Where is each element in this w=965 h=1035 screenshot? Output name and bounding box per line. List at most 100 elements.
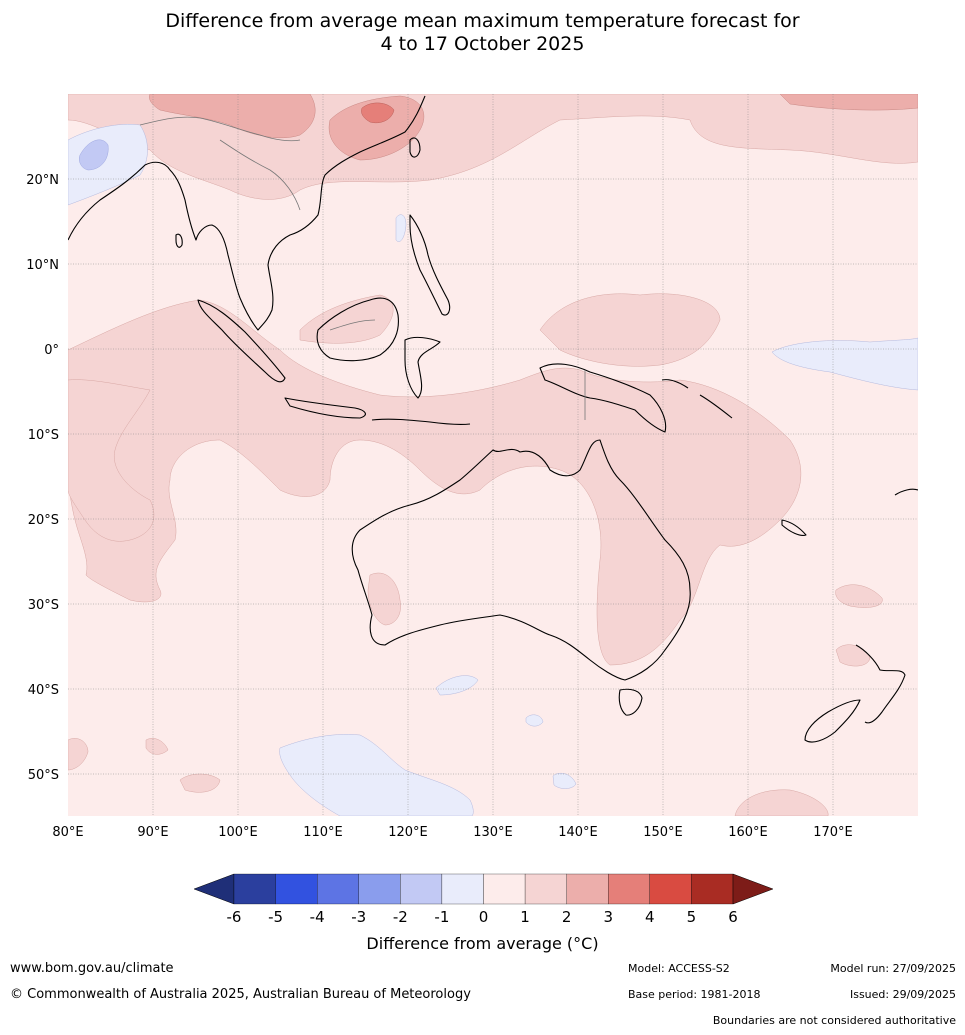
- anomaly-region-luzon-neg: [395, 214, 407, 242]
- colorbar-tick-label: -2: [393, 908, 408, 926]
- colorbar-tick-label: -6: [227, 908, 242, 926]
- colorbar-tick-label: 2: [562, 908, 572, 926]
- coast-java: [284, 397, 366, 419]
- coast-lesser-sunda: [371, 418, 471, 425]
- lon-label: 170°E: [813, 825, 853, 840]
- coast-tasmania: [618, 688, 643, 716]
- issued-date: Issued: 29/09/2025: [849, 988, 956, 1001]
- colorbar: -6 -5 -4 -3 -2 -1 0 1 2 3 4 5 6: [193, 873, 774, 926]
- lat-label: 30°S: [28, 598, 59, 613]
- anomaly-region-westocean-1-2: [68, 379, 155, 542]
- latitude-labels: 20°N 10°N 0° 10°S 20°S 30°S 40°S 50°S: [26, 173, 59, 783]
- anomaly-region-south2-1-2: [179, 773, 221, 793]
- coast-fiji: [894, 488, 918, 496]
- lon-label: 150°E: [643, 825, 683, 840]
- lon-label: 140°E: [558, 825, 598, 840]
- coast-australia: [351, 439, 691, 681]
- lon-label: 80°E: [52, 825, 83, 840]
- base-period: Base period: 1981-2018: [628, 988, 761, 1001]
- colorbar-cell: [441, 873, 484, 905]
- anomaly-region-small-1-2: [145, 738, 169, 755]
- colorbar-extend-low: [193, 873, 235, 905]
- lon-label: 100°E: [218, 825, 258, 840]
- colorbar-tick-label: 3: [603, 908, 613, 926]
- anomaly-region-sw-1-2: [68, 738, 89, 771]
- title-line-2: 4 to 17 October 2025: [380, 33, 585, 55]
- lat-label: 10°N: [26, 258, 59, 273]
- lon-label: 110°E: [303, 825, 343, 840]
- colorbar-label: Difference from average (°C): [366, 934, 599, 953]
- title-line-1: Difference from average mean maximum tem…: [165, 10, 800, 32]
- coast-borneo: [316, 297, 399, 362]
- coast-sri-lanka: [175, 233, 183, 248]
- anomaly-region-pacific-1-2: [539, 293, 721, 367]
- anomaly-region-small-neg2: [552, 773, 577, 789]
- anomaly-region-ne-2-3: [779, 94, 918, 111]
- colorbar-cell: [400, 873, 443, 905]
- model-name: Model: ACCESS-S2: [628, 962, 730, 975]
- colorbar-cell: [275, 873, 318, 905]
- colorbar-tick-label: 6: [728, 908, 738, 926]
- colorbar-cell: [233, 873, 276, 905]
- lat-label: 50°S: [28, 768, 59, 783]
- anomaly-region-india-neg2: [79, 139, 109, 171]
- lat-label: 20°N: [26, 173, 59, 188]
- boundaries-disclaimer: Boundaries are not considered authoritat…: [712, 1014, 956, 1027]
- colorbar-cell: [566, 873, 609, 905]
- anomaly-shading: [68, 94, 918, 816]
- lon-label: 160°E: [728, 825, 768, 840]
- colorbar-tick-label: -5: [268, 908, 283, 926]
- coastlines: [68, 95, 918, 743]
- lon-label: 130°E: [473, 825, 513, 840]
- colorbar-cell: [691, 873, 734, 905]
- lat-label: 20°S: [28, 513, 59, 528]
- coast-sulawesi: [404, 336, 441, 399]
- colorbar-tick-label: -3: [351, 908, 366, 926]
- borders: [139, 116, 586, 420]
- colorbar-cell: [524, 873, 567, 905]
- anomaly-region-small-neg: [525, 714, 544, 727]
- model-run-date: Model run: 27/09/2025: [830, 962, 956, 975]
- anomaly-region-china-3-4: [361, 102, 395, 124]
- coast-sumatra: [197, 299, 286, 383]
- colorbar-cell: [358, 873, 401, 905]
- colorbar-cell: [649, 873, 692, 905]
- anomaly-region-waustralia-1-2: [367, 572, 401, 626]
- colorbar-cell: [608, 873, 650, 905]
- colorbar-tick-label: 1: [520, 908, 530, 926]
- anomaly-region-china-2-3: [328, 95, 425, 161]
- anomaly-region-pacific-neg: [771, 337, 918, 391]
- lat-label: 10°S: [28, 428, 59, 443]
- anomaly-region-sumatra-1-2: [299, 294, 394, 344]
- anomaly-region-tasman-neg: [435, 675, 479, 696]
- graticule: [68, 94, 918, 816]
- colorbar-tick-label: 0: [479, 908, 489, 926]
- copyright-text: © Commonwealth of Australia 2025, Austra…: [10, 987, 471, 1002]
- lon-label: 120°E: [388, 825, 428, 840]
- coast-png-islands: [661, 379, 733, 419]
- longitude-labels: 80°E 90°E 100°E 110°E 120°E 130°E 140°E …: [52, 825, 852, 840]
- lon-label: 90°E: [137, 825, 168, 840]
- anomaly-region-westlobe-1-2: [68, 299, 802, 666]
- coast-taiwan: [409, 137, 421, 158]
- coast-new-caledonia: [781, 519, 807, 536]
- colorbar-tick-label: -1: [434, 908, 449, 926]
- anomaly-region-tibet-2-3: [149, 94, 316, 138]
- lat-label: 0°: [44, 343, 59, 358]
- anomaly-region-south-1-2: [734, 789, 829, 816]
- lat-label: 40°S: [28, 683, 59, 698]
- map-title: Difference from average mean maximum tem…: [0, 10, 965, 56]
- anomaly-region-nz2-1-2: [835, 644, 871, 667]
- coast-new-guinea: [539, 363, 667, 433]
- coast-nz-south: [804, 699, 861, 743]
- coast-philippines: [409, 214, 451, 316]
- website-link[interactable]: www.bom.gov.au/climate: [10, 961, 174, 976]
- anomaly-region-southern-neg: [279, 734, 474, 816]
- colorbar-tick-label: 5: [687, 908, 697, 926]
- colorbar-tick-label: 4: [645, 908, 655, 926]
- anomaly-region-nz-1-2: [835, 584, 883, 608]
- colorbar-extend-high: [732, 873, 774, 905]
- coast-mainland-asia: [68, 95, 426, 331]
- colorbar-cell: [317, 873, 359, 905]
